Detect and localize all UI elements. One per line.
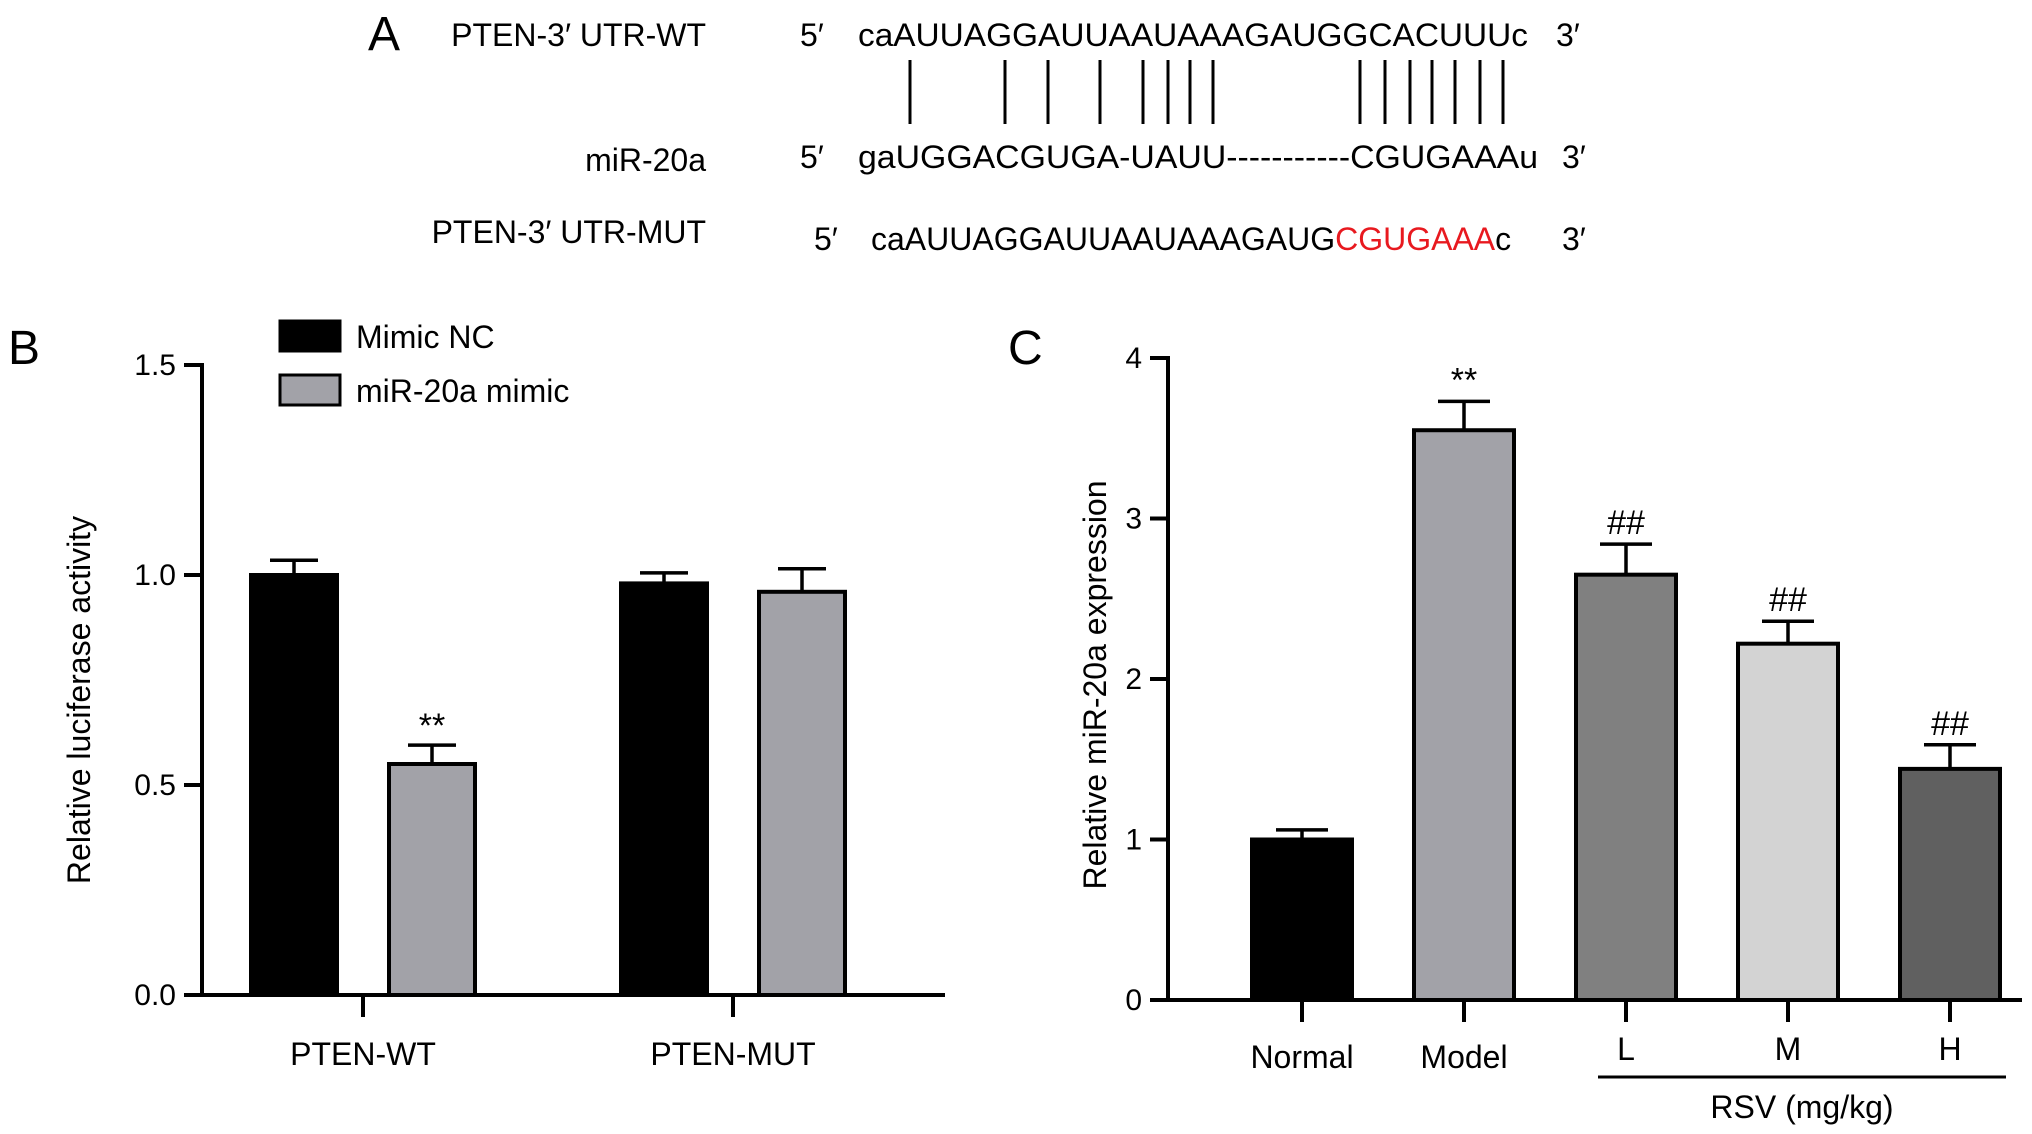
base-pairing-lines bbox=[908, 60, 1505, 124]
panel-letter-b: B bbox=[8, 322, 40, 375]
mir-label: miR-20a bbox=[585, 142, 706, 178]
panel-a: A PTEN-3′ UTR-WT 5′ caAUUAGGAUUAAUAAAGAU… bbox=[368, 8, 1586, 257]
chart-b-legend-swatch-1 bbox=[278, 373, 342, 407]
chart-c-annotation-2: ## bbox=[1607, 504, 1645, 542]
chart-b-ytick-label-2: 1.0 bbox=[134, 559, 176, 592]
chart-b-bar-0-1 bbox=[619, 581, 709, 998]
chart-b-ytick-label-1: 0.5 bbox=[134, 769, 176, 802]
mut-sequence: caAUUAGGAUUAAUAAAGAUGCGUGAAAc bbox=[871, 221, 1511, 257]
chart-b-legend-label-1: miR-20a mimic bbox=[356, 373, 569, 409]
chart-c-ytick-label-3: 3 bbox=[1125, 503, 1142, 536]
mut-sequence-unchanged: caAUUAGGAUUAAUAAAGAUG bbox=[871, 221, 1335, 257]
mut-five-prime: 5′ bbox=[814, 221, 838, 257]
chart-c-bar-4 bbox=[1898, 766, 2002, 1002]
mir-five-prime: 5′ bbox=[800, 139, 824, 175]
chart-c-ytick-label-4: 4 bbox=[1125, 342, 1142, 375]
chart-c-bar-0 bbox=[1250, 837, 1354, 1002]
chart-c-annotation-4: ## bbox=[1931, 705, 1969, 743]
panel-c: C Relative miR-20a expression 0 1 2 3 4 Norma… bbox=[1008, 322, 2022, 1125]
wt-sequence: caAUUAGGAUUAAUAAAGAUGGCACUUUc bbox=[858, 17, 1528, 53]
chart-c-group-label: RSV (mg/kg) bbox=[1710, 1089, 1893, 1125]
chart-c-ylabel: Relative miR-20a expression bbox=[1077, 480, 1113, 889]
chart-b-legend-swatch-0 bbox=[278, 319, 342, 353]
panel-letter-a: A bbox=[368, 8, 400, 61]
panel-b: B Relative luciferase activity 0.0 0.5 1.0… bbox=[8, 319, 945, 1072]
wt-three-prime: 3′ bbox=[1556, 17, 1580, 53]
chart-b-ytick-label-3: 1.5 bbox=[134, 349, 176, 382]
chart-c-xtick-label-1: Model bbox=[1420, 1039, 1507, 1075]
chart-b-xtick-label-1: PTEN-MUT bbox=[650, 1036, 815, 1072]
chart-c-bar-1 bbox=[1412, 428, 1516, 1003]
mut-sequence-mutated: CGUGAAA bbox=[1335, 221, 1496, 257]
chart-c-xtick-label-3: M bbox=[1775, 1031, 1802, 1067]
mir-sequence: gaUGGACGUGA-UAUU-----------CGUGAAAu bbox=[858, 139, 1538, 175]
chart-b-annotation-1-0: ** bbox=[419, 707, 445, 745]
chart-b: 0.0 0.5 1.0 1.5 PTEN-WT ** PTEN-MUT Mimic NC miR… bbox=[134, 319, 945, 1072]
chart-b-bar-0-0 bbox=[249, 573, 339, 997]
chart-c-annotation-1: ** bbox=[1451, 361, 1477, 399]
mir-three-prime: 3′ bbox=[1562, 139, 1586, 175]
chart-c-xtick-label-0: Normal bbox=[1250, 1039, 1353, 1075]
chart-c-annotation-3: ## bbox=[1769, 581, 1807, 619]
chart-b-bar-1-0 bbox=[387, 762, 477, 997]
chart-c: 0 1 2 3 4 Normal Model ** L ## M ## H ## RSV (mg/kg) bbox=[1125, 342, 2022, 1125]
wt-five-prime: 5′ bbox=[800, 17, 824, 53]
chart-b-ylabel: Relative luciferase activity bbox=[61, 516, 97, 884]
mut-sequence-end: c bbox=[1495, 221, 1511, 257]
chart-c-bar-3 bbox=[1736, 641, 1840, 1002]
mut-three-prime: 3′ bbox=[1562, 221, 1586, 257]
wt-label: PTEN-3′ UTR-WT bbox=[451, 17, 706, 53]
chart-b-legend-label-0: Mimic NC bbox=[356, 319, 495, 355]
chart-b-bar-1-1 bbox=[757, 589, 847, 997]
chart-b-ytick-label-0: 0.0 bbox=[134, 979, 176, 1012]
chart-c-ytick-label-0: 0 bbox=[1125, 984, 1142, 1017]
chart-c-ytick-label-1: 1 bbox=[1125, 824, 1142, 857]
chart-c-xtick-label-2: L bbox=[1617, 1031, 1635, 1067]
chart-c-bar-2 bbox=[1574, 572, 1678, 1002]
chart-b-xtick-label-0: PTEN-WT bbox=[290, 1036, 436, 1072]
chart-c-ytick-label-2: 2 bbox=[1125, 663, 1142, 696]
panel-letter-c: C bbox=[1008, 322, 1043, 375]
mut-label: PTEN-3′ UTR-MUT bbox=[432, 214, 706, 250]
chart-c-xtick-label-4: H bbox=[1938, 1031, 1961, 1067]
